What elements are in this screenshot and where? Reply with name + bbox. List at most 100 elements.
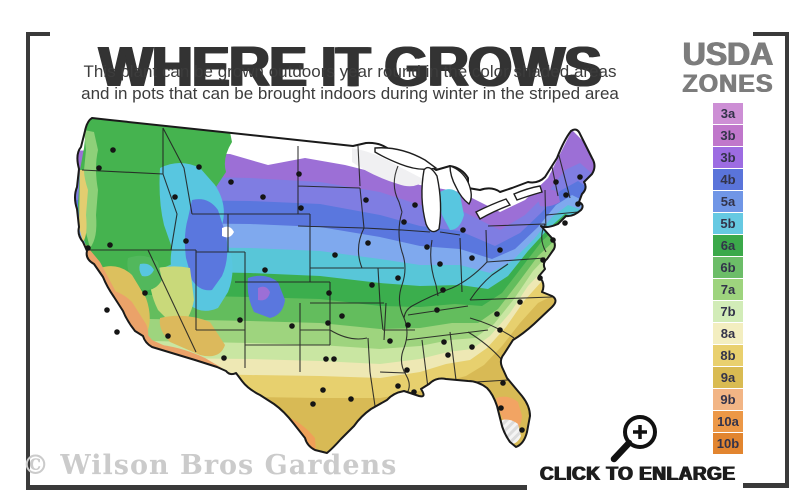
frame-left — [26, 32, 30, 486]
frame-bottom-right-arm — [743, 483, 789, 488]
city-dot — [405, 322, 411, 328]
frame-bottom — [26, 485, 527, 490]
city-dot — [331, 356, 337, 362]
city-dot — [262, 267, 268, 273]
city-dot — [563, 192, 569, 198]
subtitle-line-1: This plant can be grown outdoors year ro… — [83, 62, 617, 81]
city-dot — [332, 252, 338, 258]
city-dot — [363, 197, 369, 203]
city-dot — [440, 287, 446, 293]
legend-zone-4b: 4b — [713, 168, 743, 190]
great-lakes — [374, 147, 543, 233]
city-dot — [575, 201, 581, 207]
city-dot — [540, 257, 546, 263]
city-dot — [469, 344, 475, 350]
city-dot — [320, 387, 326, 393]
watermark: © Wilson Bros Gardens — [22, 450, 398, 481]
frame-top-right-arm — [753, 32, 789, 36]
legend-zone-7a: 7a — [713, 278, 743, 300]
city-dot — [310, 401, 316, 407]
city-dot — [260, 194, 266, 200]
zone-shading — [75, 118, 595, 453]
city-dot — [196, 164, 202, 170]
legend-zone-list: 3a 3b 3b 4b 5a 5b 6a 6b 7a 7b 8a 8b 9a 9b 10a 10b — [713, 102, 743, 454]
city-dot — [221, 355, 227, 361]
legend-heading-usda: USDA — [682, 36, 774, 72]
city-dot — [387, 338, 393, 344]
city-dot — [114, 329, 120, 335]
subtitle-line-2: and in pots that can be brought indoors … — [81, 83, 619, 103]
city-dot — [401, 219, 407, 225]
city-dot — [517, 299, 523, 305]
legend-zone-10b: 10b — [713, 432, 743, 454]
city-dot — [298, 205, 304, 211]
city-dot — [494, 311, 500, 317]
city-dot — [411, 389, 417, 395]
city-dot — [237, 317, 243, 323]
city-dot — [537, 275, 543, 281]
city-dot — [96, 165, 102, 171]
legend-zone-6b: 6b — [713, 256, 743, 278]
city-dot — [424, 244, 430, 250]
city-dot — [460, 227, 466, 233]
city-dot — [445, 352, 451, 358]
page-title: WHERE IT GROWS — [98, 35, 602, 100]
city-dot — [395, 275, 401, 281]
legend-zone-9b: 9b — [713, 388, 743, 410]
city-dot — [369, 282, 375, 288]
city-dot — [395, 383, 401, 389]
legend-zone-7b: 7b — [713, 300, 743, 322]
city-dot — [562, 220, 568, 226]
city-dot — [228, 179, 234, 185]
legend-zone-8a: 8a — [713, 322, 743, 344]
frame-right — [785, 32, 789, 488]
legend-zone-5a: 5a — [713, 190, 743, 212]
city-dot — [323, 356, 329, 362]
city-dot — [85, 245, 91, 251]
city-dot — [519, 427, 525, 433]
city-dot — [553, 179, 559, 185]
city-dot — [441, 339, 447, 345]
city-dot — [550, 237, 556, 243]
city-dot — [104, 307, 110, 313]
city-dot — [577, 174, 583, 180]
subtitle: This plant can be grown outdoors year ro… — [30, 61, 670, 105]
city-dot — [296, 171, 302, 177]
city-dot — [183, 238, 189, 244]
us-outline — [74, 117, 596, 454]
city-dot — [500, 380, 506, 386]
city-dot — [365, 240, 371, 246]
legend-zone-10a: 10a — [713, 410, 743, 432]
city-dot — [172, 194, 178, 200]
city-dot — [289, 323, 295, 329]
legend-zone-3a: 3a — [713, 102, 743, 124]
city-dot — [437, 261, 443, 267]
city-dot — [326, 290, 332, 296]
frame-top-left-arm — [26, 32, 50, 36]
city-dots — [85, 147, 583, 433]
legend-zone-3b: 3b — [713, 146, 743, 168]
usda-zones-legend: USDA ZONES 3a 3b 3b 4b 5a 5b 6a 6b 7a 7b 8a 8b 9a 9b 1… — [668, 36, 788, 455]
city-dot — [165, 333, 171, 339]
legend-zone-3b: 3b — [713, 124, 743, 146]
legend-zone-8b: 8b — [713, 344, 743, 366]
city-dot — [142, 290, 148, 296]
legend-zone-6a: 6a — [713, 234, 743, 256]
city-dot — [497, 327, 503, 333]
magnifier-plus-icon[interactable] — [600, 405, 660, 465]
legend-heading-zones: ZONES — [682, 69, 774, 98]
city-dot — [412, 202, 418, 208]
city-dot — [107, 242, 113, 248]
legend-zone-5b: 5b — [713, 212, 743, 234]
city-dot — [469, 255, 475, 261]
city-dot — [498, 405, 504, 411]
city-dot — [325, 320, 331, 326]
click-to-enlarge-button[interactable]: CLICK TO ENLARGE — [540, 464, 736, 485]
legend-zone-9a: 9a — [713, 366, 743, 388]
city-dot — [348, 396, 354, 402]
city-dot — [339, 313, 345, 319]
city-dot — [434, 307, 440, 313]
city-dot — [497, 247, 503, 253]
city-dot — [404, 367, 410, 373]
